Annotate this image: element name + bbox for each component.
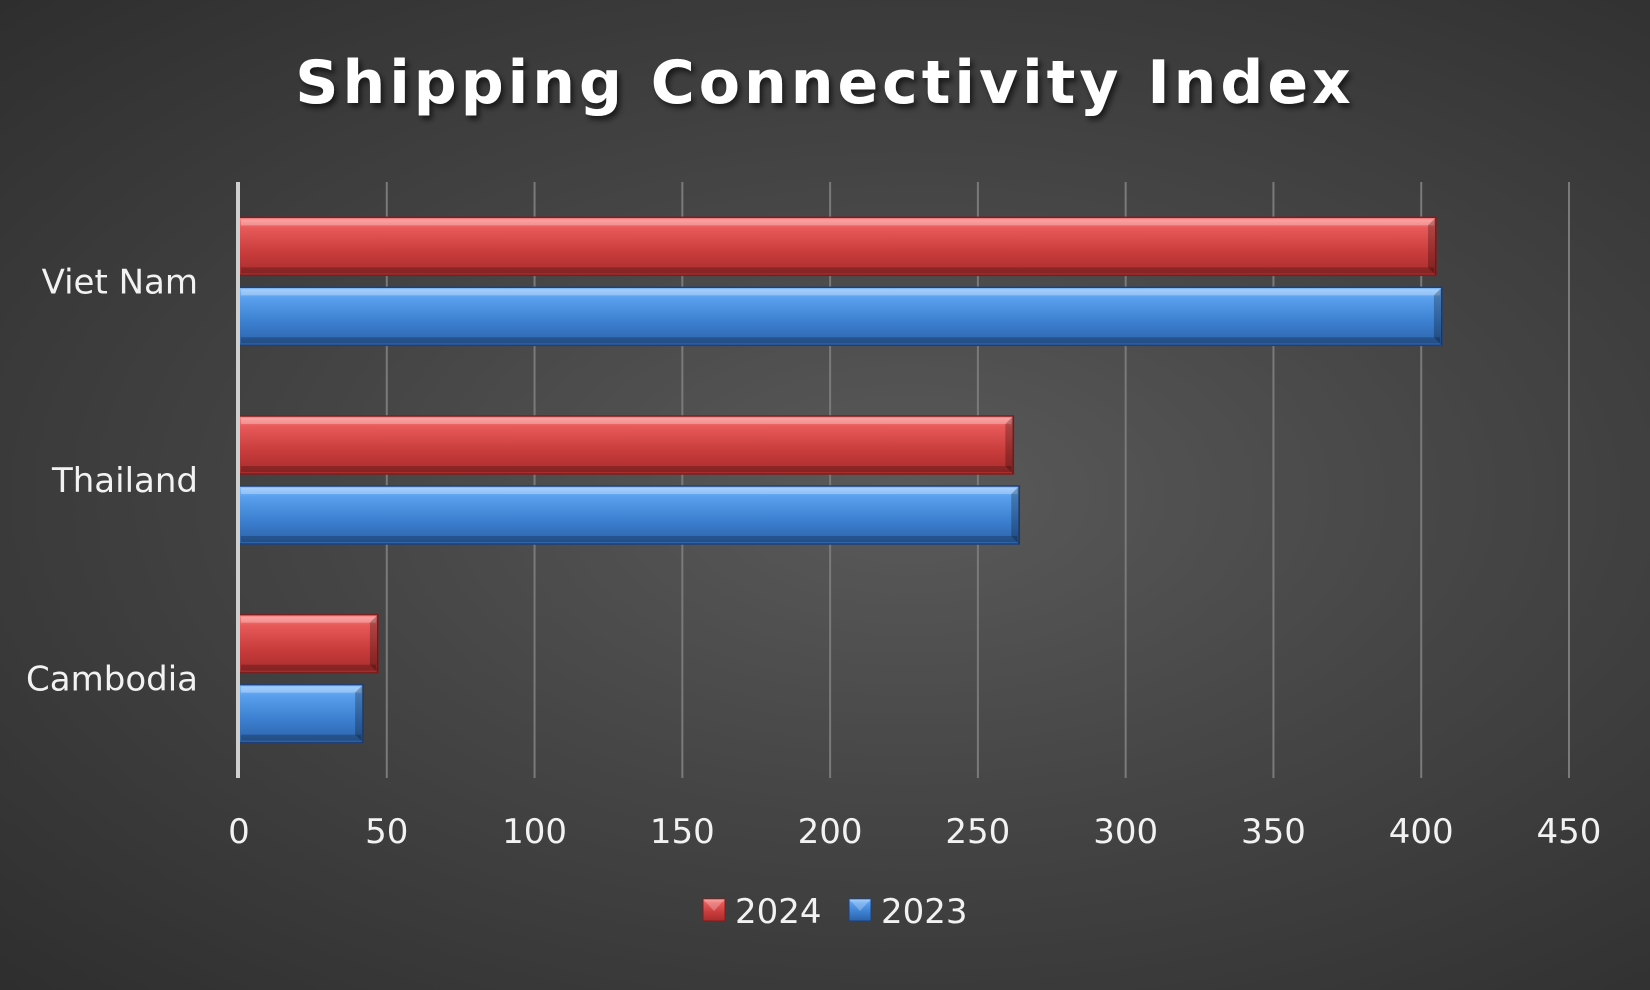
legend-item-2023: 2023 xyxy=(848,892,968,932)
bar-end-bevel xyxy=(1428,217,1436,276)
bar-2024-viet-nam xyxy=(238,216,1437,277)
grid-layer xyxy=(385,182,1570,778)
category-label: Thailand xyxy=(51,461,198,501)
chart-title: Shipping Connectivity Index xyxy=(295,48,1354,118)
category-label: Viet Nam xyxy=(42,262,198,302)
bar-body xyxy=(238,683,364,744)
x-tick-label: 50 xyxy=(365,812,408,852)
x-tick-label: 450 xyxy=(1537,812,1602,852)
x-tick-label: 300 xyxy=(1093,812,1158,852)
bar-end-bevel xyxy=(1005,416,1014,474)
x-tick-label: 0 xyxy=(228,812,250,852)
x-tick-label: 250 xyxy=(945,812,1010,852)
bar-highlight xyxy=(241,219,1434,226)
legend-label: 2024 xyxy=(735,892,822,932)
bar-shadow xyxy=(241,536,1018,542)
category-label: Cambodia xyxy=(26,660,198,700)
bar-shadow xyxy=(241,734,362,741)
x-tick-label: 150 xyxy=(650,812,715,852)
bar-2023-thailand xyxy=(238,485,1021,545)
bar-shadow xyxy=(241,466,1012,472)
x-tick-label: 350 xyxy=(1241,812,1306,852)
legend-swatch-bevel xyxy=(849,899,871,911)
bar-2023-cambodia xyxy=(238,683,364,744)
bar-body xyxy=(238,613,379,674)
legend-swatch xyxy=(848,898,872,922)
bar-2024-cambodia xyxy=(238,613,379,674)
bar-highlight xyxy=(241,289,1440,296)
bar-2024-thailand xyxy=(238,415,1015,475)
bar-highlight xyxy=(241,418,1012,424)
bar-end-bevel xyxy=(369,614,378,673)
bar-end-bevel xyxy=(355,684,364,743)
bar-highlight xyxy=(241,686,362,693)
x-tick-label: 200 xyxy=(798,812,863,852)
bar-highlight xyxy=(241,488,1018,494)
bar-highlight xyxy=(241,616,376,623)
bar-shadow xyxy=(241,664,376,671)
bar-end-bevel xyxy=(1011,486,1020,544)
bar-body xyxy=(238,286,1443,347)
bar-layer xyxy=(238,216,1443,744)
bar-shadow xyxy=(241,267,1434,274)
bar-body xyxy=(238,485,1021,545)
bar-body xyxy=(238,216,1437,277)
legend-label: 2023 xyxy=(881,892,968,932)
x-tick-label: 100 xyxy=(502,812,567,852)
bar-shadow xyxy=(241,337,1440,344)
legend-swatch-bevel xyxy=(703,899,725,911)
bar-2023-viet-nam xyxy=(238,286,1443,347)
bar-end-bevel xyxy=(1433,287,1442,346)
x-tick-label: 400 xyxy=(1389,812,1454,852)
legend-swatch xyxy=(702,898,726,922)
legend-item-2024: 2024 xyxy=(702,892,822,932)
label-layer: 0 50 100 150 200 250 300 350 400 450 Viet Nam Thail… xyxy=(26,262,1601,852)
legend-layer: 2024 2023 xyxy=(702,892,968,932)
bar-body xyxy=(238,415,1015,475)
